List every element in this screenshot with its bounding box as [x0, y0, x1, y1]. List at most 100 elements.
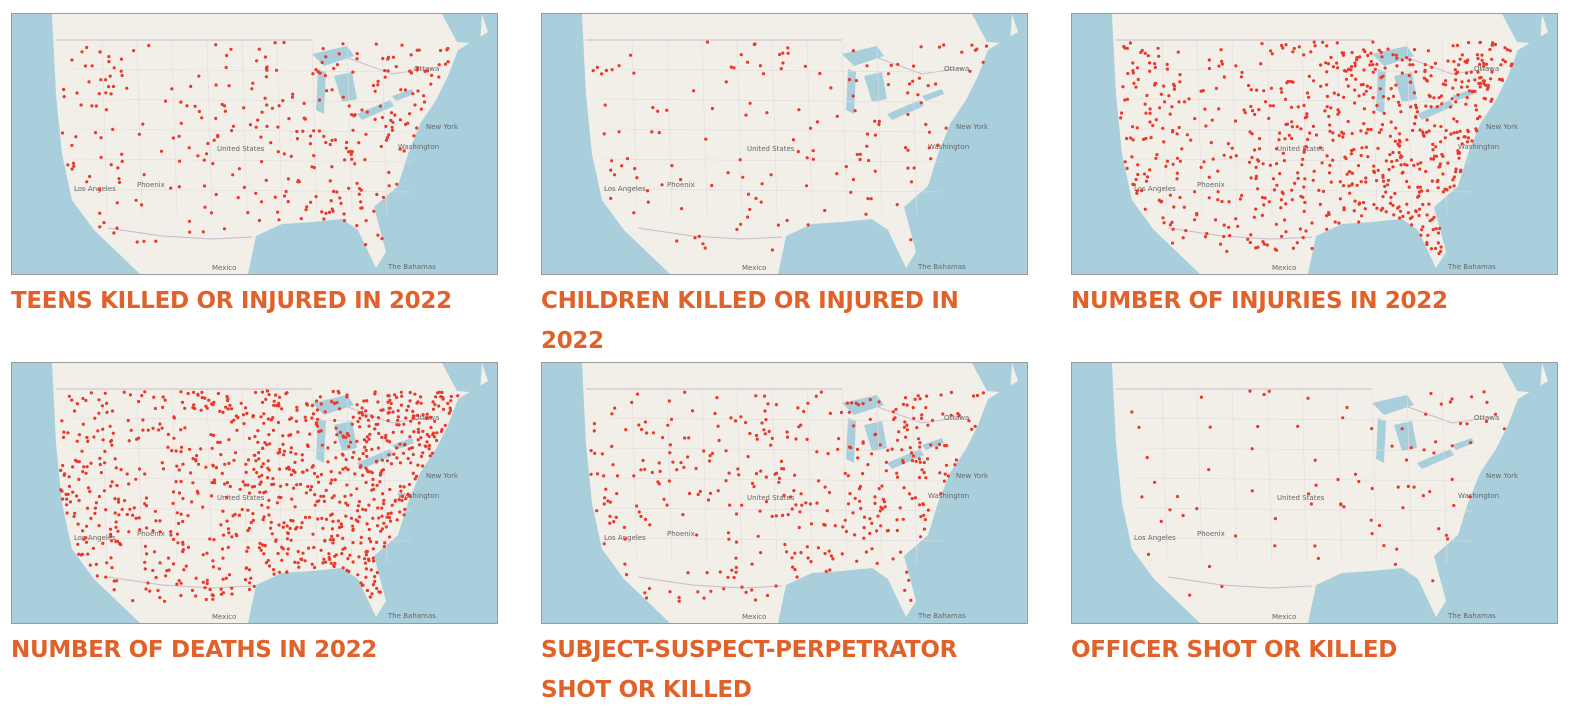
incident-dot: [729, 65, 733, 69]
incident-dot: [710, 106, 714, 111]
incident-dot: [1384, 159, 1388, 163]
incident-dot: [294, 452, 298, 456]
incident-dot: [1284, 230, 1288, 234]
map-label: New York: [426, 123, 459, 131]
incident-dot: [1358, 55, 1362, 59]
incident-dot: [336, 534, 340, 538]
incident-dot: [658, 469, 662, 473]
incident-dot: [341, 566, 345, 570]
incident-dot: [1305, 115, 1309, 119]
incident-dot: [253, 434, 257, 439]
incident-dot: [356, 504, 360, 508]
incident-dot: [264, 561, 268, 565]
incident-dot: [73, 458, 78, 462]
incident-dot: [936, 143, 940, 147]
incident-dot: [254, 125, 258, 129]
incident-dot: [351, 541, 355, 545]
incident-dot: [227, 531, 231, 535]
incident-dot: [949, 390, 953, 394]
incident-dot: [376, 233, 380, 237]
incident-dot: [1451, 44, 1455, 48]
incident-dot: [866, 463, 870, 467]
incident-dot: [1361, 82, 1365, 87]
incident-dot: [266, 558, 270, 563]
incident-dot: [226, 397, 230, 401]
incident-dot: [1165, 67, 1169, 71]
incident-dot: [1336, 66, 1340, 70]
incident-dot: [1409, 446, 1413, 450]
incident-dot: [211, 162, 215, 166]
incident-dot: [1430, 65, 1434, 69]
incident-dot: [123, 499, 127, 503]
incident-dot: [1311, 124, 1315, 128]
incident-dot: [1222, 234, 1226, 239]
incident-dot: [1357, 220, 1361, 224]
map-label: The Bahamas: [1447, 263, 1496, 271]
state-line: [1131, 128, 1473, 133]
incident-dot: [403, 88, 407, 92]
incident-dot: [347, 186, 351, 190]
incident-dot: [387, 184, 391, 188]
incident-dot: [1341, 53, 1345, 57]
incident-dot: [308, 488, 313, 492]
incident-dot: [797, 108, 801, 112]
incident-dot: [905, 423, 909, 427]
incident-dot: [1256, 245, 1260, 249]
incident-dot: [387, 406, 391, 410]
map-label: United States: [1277, 494, 1325, 502]
incident-dot: [373, 579, 377, 584]
incident-dot: [1393, 139, 1397, 143]
incident-dot: [910, 459, 914, 463]
incident-dot: [406, 121, 410, 125]
incident-dot: [1260, 213, 1264, 217]
incident-dot: [925, 394, 929, 398]
incident-dot: [1295, 241, 1299, 245]
incident-dot: [1440, 152, 1444, 157]
incident-dot: [1362, 92, 1366, 96]
incident-dot: [372, 497, 376, 501]
incident-dot: [1393, 562, 1398, 566]
incident-dot: [595, 509, 599, 513]
incident-dot: [333, 138, 337, 142]
incident-dot: [1450, 97, 1454, 101]
incident-dot: [304, 418, 308, 423]
incident-dot: [1142, 172, 1147, 176]
incident-dot: [222, 227, 227, 231]
incident-dot: [805, 545, 809, 549]
incident-dot: [193, 407, 197, 411]
incident-dot: [437, 63, 441, 67]
incident-dot: [211, 597, 215, 601]
incident-dot: [1388, 153, 1392, 157]
state-line: [241, 40, 248, 215]
incident-dot: [877, 122, 881, 127]
incident-dot: [953, 463, 957, 467]
incident-dot: [1153, 480, 1157, 484]
land: [1112, 14, 1548, 274]
incident-dot: [1376, 168, 1380, 172]
incident-dot: [1262, 242, 1266, 246]
incident-dot: [367, 527, 371, 532]
incident-dot: [311, 72, 315, 76]
incident-dot: [1275, 248, 1279, 252]
incident-dot: [419, 454, 423, 459]
incident-dot: [770, 514, 774, 518]
incident-dot: [1325, 94, 1329, 98]
incident-dot: [355, 224, 359, 228]
incident-dot: [93, 416, 97, 420]
incident-dot: [225, 519, 229, 523]
incident-dot: [1347, 184, 1351, 188]
incident-dot: [440, 390, 444, 395]
incident-dot: [799, 551, 803, 555]
incident-dot: [318, 71, 322, 75]
incident-dot: [294, 419, 298, 423]
incident-dot: [120, 73, 124, 78]
incident-dot: [214, 43, 218, 47]
incident-dot: [387, 410, 391, 414]
incident-dot: [1465, 422, 1469, 426]
lake: [1376, 418, 1386, 463]
incident-dot: [282, 40, 286, 45]
incident-dot: [735, 227, 739, 231]
incident-dot: [256, 429, 260, 433]
incident-dot: [386, 419, 390, 423]
